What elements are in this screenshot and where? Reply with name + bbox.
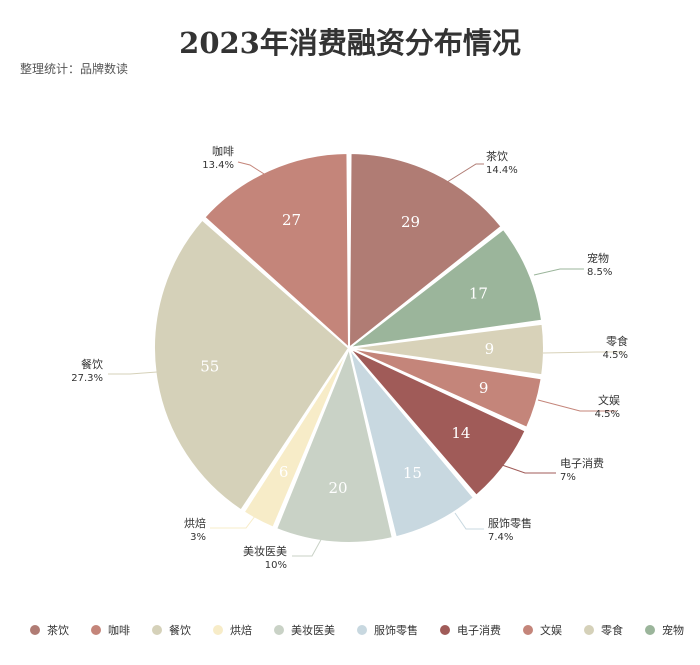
slice-name-label: 烘焙 [184,516,206,530]
slice-value-label: 15 [403,464,422,482]
legend-label: 餐饮 [169,624,191,637]
leader-line [443,163,484,185]
pie-slice-服饰零售 [348,347,475,539]
leader-line [454,512,484,530]
legend-item[interactable]: 咖啡 [91,622,130,638]
slice-name-label: 美妆医美 [243,545,287,558]
legend-item[interactable]: 宠物 [645,622,684,638]
slice-percent-label: 8.5% [587,267,612,278]
legend-item[interactable]: 文娱 [523,622,562,638]
slice-percent-label: 14.4% [486,165,518,176]
slice-percent-label: 7.4% [488,532,513,543]
leader-line [533,268,584,276]
legend-label: 宠物 [662,624,684,637]
slice-value-label: 6 [279,463,289,481]
legend-label: 电子消费 [457,624,501,637]
legend-swatch [645,625,655,635]
slice-value-label: 27 [282,211,301,229]
slice-value-label: 17 [469,285,488,303]
slice-name-label: 服饰零售 [488,516,532,530]
chart-title: 2023年消费融资分布情况 [179,26,521,60]
slice-value-label: 29 [401,213,420,231]
legend-item[interactable]: 零食 [584,622,623,638]
slice-name-label: 电子消费 [560,456,604,470]
legend-label: 咖啡 [108,624,130,637]
slice-value-label: 20 [328,479,347,497]
slice-percent-label: 7% [560,472,576,483]
legend-item[interactable]: 电子消费 [440,622,501,638]
legend-swatch [91,625,101,635]
slice-name-label: 宠物 [587,251,609,265]
legend-label: 零食 [601,624,623,637]
pie-slice-咖啡 [203,152,350,349]
legend-label: 茶饮 [47,624,69,637]
legend-swatch [440,625,450,635]
legend-swatch [213,625,223,635]
source-note: 整理统计：品牌数读 [20,62,129,76]
pie-slice-文娱 [348,347,543,429]
pie-slice-零食 [348,322,545,377]
legend-swatch [152,625,162,635]
legend-swatch [584,625,594,635]
slice-value-label: 55 [200,358,219,376]
leader-line [501,464,556,474]
legend-label: 美妆医美 [291,624,335,637]
leader-line [537,399,616,412]
pie-chart: 29 茶饮 14.4% 17 宠物 8.5% 9 零食 4.5% 9 文娱 4.5% 14 电子消费 7% 1… [71,144,628,571]
slice-value-label: 9 [479,379,489,397]
slice-percent-label: 27.3% [71,373,103,384]
slice-percent-label: 3% [190,532,206,543]
legend-swatch [357,625,367,635]
pie-slice-烘焙 [242,347,350,529]
leader-line [108,371,158,375]
slice-percent-label: 10% [265,560,287,571]
slice-name-label: 咖啡 [212,144,234,158]
pie-slice-宠物 [348,228,544,349]
slice-value-label: 9 [485,340,495,358]
legend-label: 烘焙 [230,624,252,637]
chart-legend: 茶饮 咖啡 餐饮 烘焙 美妆医美 服饰零售 电子消费 文娱 零食 宠物 [30,622,684,638]
slice-percent-label: 4.5% [603,350,628,361]
legend-item[interactable]: 餐饮 [152,622,191,638]
leader-line [210,510,260,529]
pie-slice-餐饮 [153,218,350,512]
leader-line [237,161,273,180]
legend-item[interactable]: 烘焙 [213,622,252,638]
pie-slice-茶饮 [348,152,503,349]
legend-item[interactable]: 茶饮 [30,622,69,638]
slice-name-label: 茶饮 [486,150,508,163]
leader-line [542,351,624,354]
slice-percent-label: 13.4% [202,160,234,171]
legend-swatch [274,625,284,635]
slice-name-label: 零食 [606,334,628,348]
leader-line [292,535,324,557]
legend-swatch [523,625,533,635]
slice-name-label: 餐饮 [81,357,103,371]
legend-item[interactable]: 服饰零售 [357,622,418,638]
slice-value-label: 14 [451,424,470,442]
pie-slice-美妆医美 [275,347,394,544]
slice-percent-label: 4.5% [595,409,620,420]
slice-name-label: 文娱 [598,393,620,407]
legend-item[interactable]: 美妆医美 [274,622,335,638]
legend-label: 服饰零售 [374,624,418,637]
legend-swatch [30,625,40,635]
legend-label: 文娱 [540,624,562,637]
